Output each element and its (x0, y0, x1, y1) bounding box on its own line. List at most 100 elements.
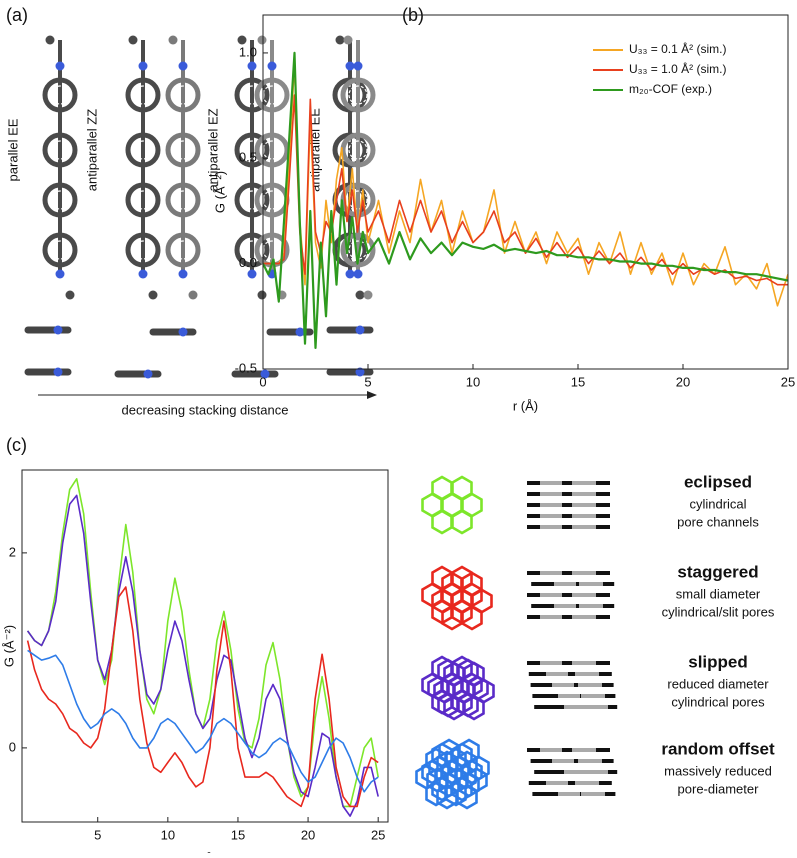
ring (125, 132, 161, 168)
atom (355, 325, 365, 335)
lattice-hex (461, 605, 483, 631)
atom (363, 290, 373, 300)
y-tick-label: 0 (9, 739, 16, 754)
stacking-label: parallel EE (5, 118, 20, 181)
lattice-hex (451, 475, 473, 501)
x-tick-label: 10 (466, 374, 480, 389)
structure-text: cylindrical/slit pores (662, 604, 775, 619)
atom (247, 61, 257, 71)
ring (234, 77, 270, 113)
atom (335, 35, 345, 45)
ring-inner (242, 240, 262, 260)
y-axis-label: G (Å⁻²) (1, 625, 16, 667)
ring (165, 77, 201, 113)
panel-label: (a) (6, 5, 28, 25)
lattice-hex (463, 695, 485, 721)
ring (125, 77, 161, 113)
atom (355, 367, 365, 377)
series-line (263, 94, 788, 286)
ring (234, 182, 270, 218)
atom (247, 269, 257, 279)
ring (340, 77, 376, 113)
x-axis-label: r (Å) (513, 398, 538, 413)
ring (125, 232, 161, 268)
structure-text: massively reduced (664, 763, 772, 778)
y-tick-label: 0.0 (239, 255, 257, 270)
lattice-hex (463, 661, 485, 687)
ring-inner (348, 190, 368, 210)
legend-label: U₃₃ = 0.1 Å² (sim.) (629, 41, 726, 56)
ring (340, 182, 376, 218)
ring (42, 182, 78, 218)
atom (53, 325, 63, 335)
lattice-hex (431, 475, 453, 501)
atom (257, 35, 267, 45)
legend-label: U₃₃ = 1.0 Å² (sim.) (629, 61, 726, 76)
x-tick-label: 15 (231, 827, 245, 842)
x-tick-label: 25 (781, 374, 795, 389)
atom (148, 290, 158, 300)
x-tick-label: 5 (364, 374, 371, 389)
lattice-hex (456, 750, 478, 776)
x-tick-label: 25 (371, 827, 385, 842)
atom (353, 269, 363, 279)
ring (234, 132, 270, 168)
arrow-label: decreasing stacking distance (122, 402, 289, 417)
stacking-label: antiparallel ZZ (84, 109, 99, 191)
panel-label: (c) (6, 435, 27, 455)
x-tick-label: 0 (259, 374, 266, 389)
ring-inner (242, 85, 262, 105)
molecule-art (24, 35, 376, 379)
structure-title: random offset (661, 739, 775, 758)
atom (267, 61, 277, 71)
ring (340, 132, 376, 168)
atom (138, 61, 148, 71)
atom (128, 35, 138, 45)
lattice-hex (431, 509, 453, 535)
ring (125, 182, 161, 218)
ring-inner (133, 190, 153, 210)
ring-inner (173, 240, 193, 260)
series-line (26, 478, 379, 808)
atom (138, 269, 148, 279)
series-line (27, 649, 379, 793)
atom (178, 327, 188, 337)
series-line (263, 51, 788, 349)
plot-frame (262, 14, 789, 370)
y-tick-label: 1.0 (239, 44, 257, 59)
ring-inner (133, 240, 153, 260)
structure-text: pore-diameter (678, 781, 760, 796)
atom (295, 327, 305, 337)
atom (53, 367, 63, 377)
plot-frame (21, 469, 389, 823)
structure-title: eclipsed (684, 472, 752, 491)
lattice-hex (461, 571, 483, 597)
series-line (26, 586, 379, 808)
series-line (26, 494, 379, 817)
ring (42, 77, 78, 113)
structure-text: pore channels (677, 514, 759, 529)
structure-text: cylindrical (689, 496, 746, 511)
ring-inner (173, 190, 193, 210)
lattice-hex (451, 509, 473, 535)
atom (343, 35, 353, 45)
lattice-hex (451, 742, 473, 768)
ring (165, 182, 201, 218)
atom (55, 61, 65, 71)
structure-title: slipped (688, 652, 748, 671)
atom (355, 290, 365, 300)
ring (254, 132, 290, 168)
atom (345, 61, 355, 71)
atom (45, 35, 55, 45)
atom (178, 269, 188, 279)
y-tick-label: 0.5 (239, 150, 257, 165)
structure-text: cylindrical pores (671, 694, 765, 709)
ring (42, 132, 78, 168)
lattice-hex (458, 738, 480, 764)
ring-inner (262, 240, 282, 260)
atom (260, 369, 270, 379)
atom (65, 290, 75, 300)
ring-inner (348, 140, 368, 160)
ring (254, 77, 290, 113)
